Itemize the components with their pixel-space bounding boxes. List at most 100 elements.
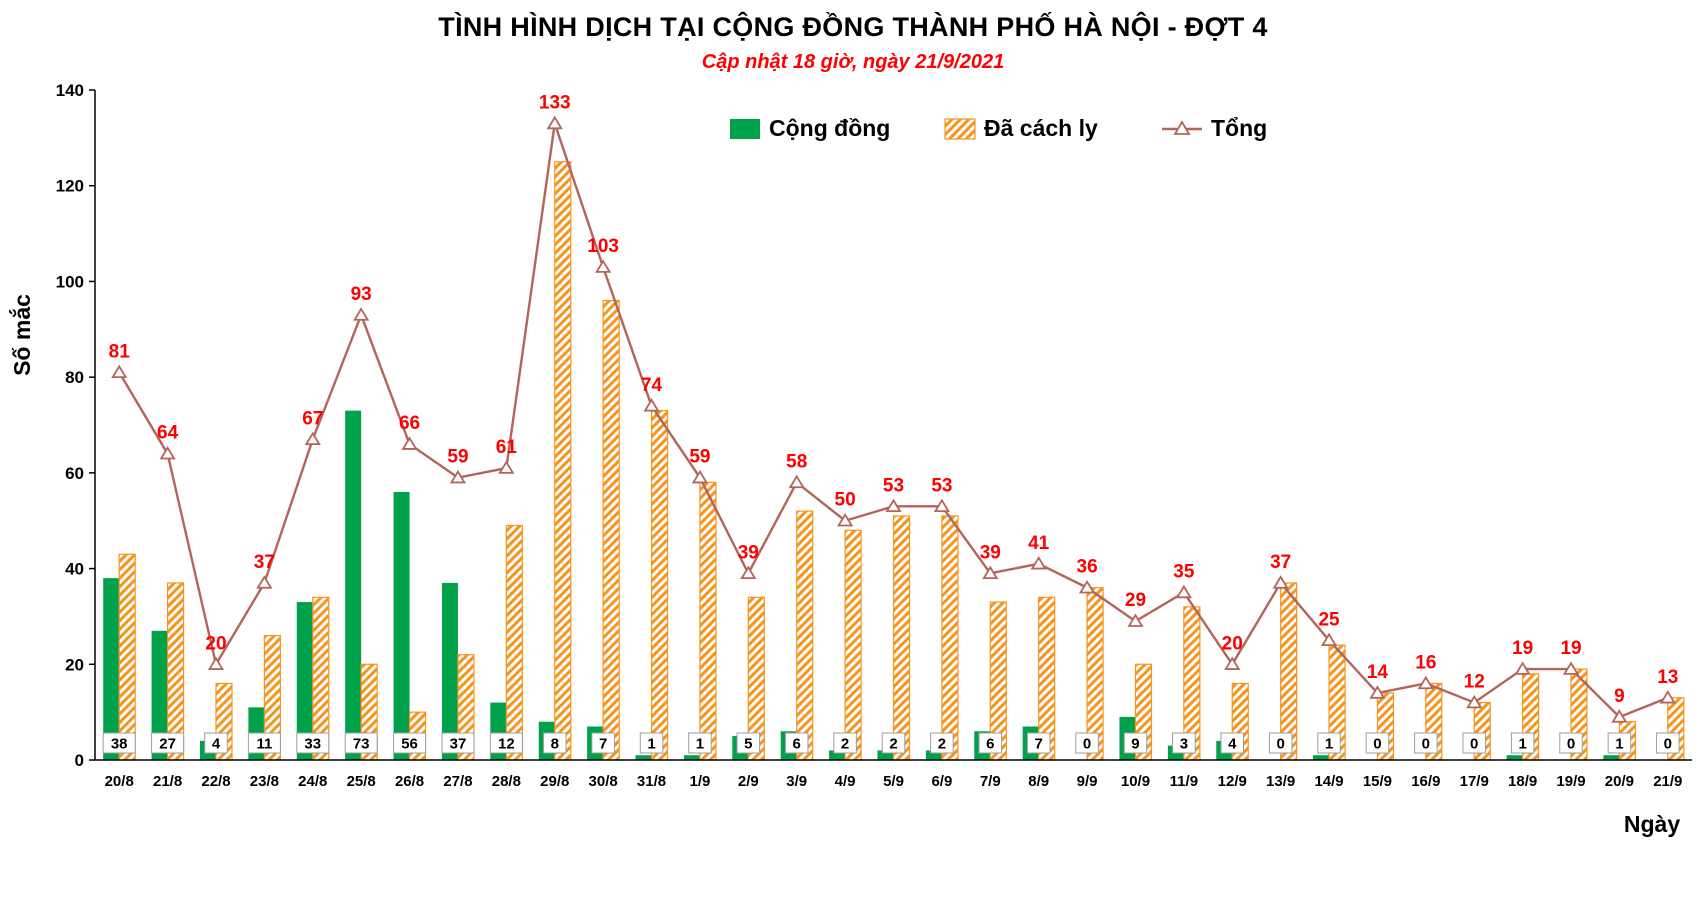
bar-cong-dong (151, 630, 168, 760)
total-marker (982, 565, 999, 580)
legend-marker-tong (1173, 120, 1191, 135)
x-tick-label: 14/9 (1314, 773, 1343, 790)
bar-value-box (688, 732, 712, 754)
bar-value-box (1123, 732, 1148, 754)
total-marker (1224, 656, 1241, 670)
bar-value-box (489, 732, 523, 754)
bar-value-box (1172, 732, 1196, 754)
bar-cong-dong (441, 582, 458, 760)
x-tick-label: 23/8 (250, 773, 279, 790)
legend-item-cong-dong: Cộng đồng (730, 115, 890, 141)
total-marker (1466, 694, 1483, 709)
x-tick-label: 21/9 (1653, 773, 1682, 790)
bar-cong-dong (1313, 755, 1330, 760)
x-tick-label: 1/9 (689, 773, 710, 790)
bar-cong-dong (829, 750, 846, 760)
bar-value-box (591, 732, 615, 754)
bar-value-box (881, 732, 906, 754)
bar-value-box (1559, 732, 1583, 754)
bar-value-label: 27 (159, 736, 176, 753)
x-tick-label: 29/8 (540, 773, 569, 790)
total-label: 50 (835, 490, 856, 511)
bar-value-box (102, 732, 136, 754)
bar-value-label: 3 (1180, 736, 1188, 753)
bar-value-label: 0 (1373, 736, 1381, 753)
x-tick-label: 24/8 (298, 773, 327, 790)
bar-value-label: 2 (889, 736, 897, 753)
total-label: 64 (157, 423, 179, 444)
bar-value-label: 2 (841, 736, 849, 753)
total-label: 66 (399, 413, 420, 434)
legend-label-cong-dong: Cộng đồng (769, 115, 890, 141)
total-marker (256, 575, 273, 589)
bar-value-box (736, 732, 761, 754)
legend-swatch-cong-dong (730, 119, 760, 139)
bar-value-label: 1 (647, 736, 655, 753)
bar-value-label: 2 (938, 736, 946, 753)
bar-value-box (639, 732, 664, 754)
total-label: 74 (641, 375, 663, 396)
bar-value-label: 1 (1325, 736, 1333, 753)
bar-value-label: 1 (696, 736, 704, 753)
bar-value-label: 37 (450, 736, 467, 753)
total-marker (1514, 661, 1531, 675)
bar-da-cach-ly (844, 529, 862, 761)
bar-value-box (1317, 732, 1341, 754)
total-marker (837, 512, 854, 527)
total-label: 19 (1512, 638, 1533, 659)
y-tick-label: 40 (65, 560, 84, 579)
total-marker (353, 307, 370, 321)
bar-value-box (204, 732, 228, 754)
bar-value-box (151, 732, 185, 754)
total-label: 58 (786, 451, 807, 472)
bar-value-label: 0 (1422, 736, 1430, 753)
x-tick-label: 7/9 (980, 773, 1001, 790)
x-tick-label: 31/8 (637, 773, 666, 790)
total-label: 35 (1173, 562, 1195, 583)
x-tick-label: 12/9 (1218, 773, 1247, 790)
total-marker (546, 115, 563, 130)
x-tick-label: 21/8 (153, 773, 182, 790)
y-tick-label: 60 (65, 464, 84, 483)
total-label: 9 (1614, 686, 1625, 707)
bar-value-label: 0 (1083, 736, 1091, 753)
bar-value-box (1462, 732, 1486, 754)
bar-value-box (441, 732, 475, 754)
x-tick-label: 25/8 (347, 773, 376, 790)
x-tick-label: 8/9 (1028, 773, 1049, 790)
bar-cong-dong (345, 410, 362, 760)
total-label: 14 (1367, 662, 1389, 683)
chart-title: TÌNH HÌNH DỊCH TẠI CỘNG ĐỒNG THÀNH PHỐ H… (438, 12, 1268, 42)
x-tick-label: 11/9 (1170, 773, 1198, 790)
bar-value-label: 0 (1664, 736, 1672, 753)
bar-value-label: 56 (401, 736, 418, 753)
bar-da-cach-ly (796, 510, 814, 761)
total-label: 20 (205, 633, 226, 654)
bar-value-label: 9 (1131, 736, 1139, 753)
y-tick-label: 80 (65, 368, 84, 387)
bar-cong-dong (1603, 755, 1620, 760)
bar-value-label: 8 (551, 736, 559, 753)
bar-value-label: 7 (599, 736, 607, 753)
x-tick-label: 19/9 (1556, 773, 1585, 790)
x-tick-label: 13/9 (1266, 773, 1295, 790)
x-tick-label: 17/9 (1460, 773, 1489, 790)
y-tick-label: 0 (75, 751, 84, 770)
bar-value-label: 1 (1615, 736, 1623, 753)
total-marker (1417, 675, 1434, 690)
bar-cong-dong (635, 755, 652, 760)
total-marker (401, 436, 418, 450)
bar-value-box (1220, 732, 1245, 754)
x-tick-label: 10/9 (1121, 773, 1150, 790)
total-marker (1320, 632, 1338, 647)
total-label: 25 (1318, 609, 1340, 630)
total-label: 36 (1077, 557, 1098, 578)
bar-value-box (1026, 732, 1051, 754)
bar-da-cach-ly (892, 515, 911, 761)
x-tick-label: 22/8 (201, 773, 230, 790)
bar-value-label: 5 (744, 736, 752, 753)
total-marker (691, 469, 709, 484)
x-tick-label: 2/9 (738, 773, 759, 790)
y-axis-title: Số mắc (8, 294, 35, 376)
bar-cong-dong (925, 750, 942, 760)
